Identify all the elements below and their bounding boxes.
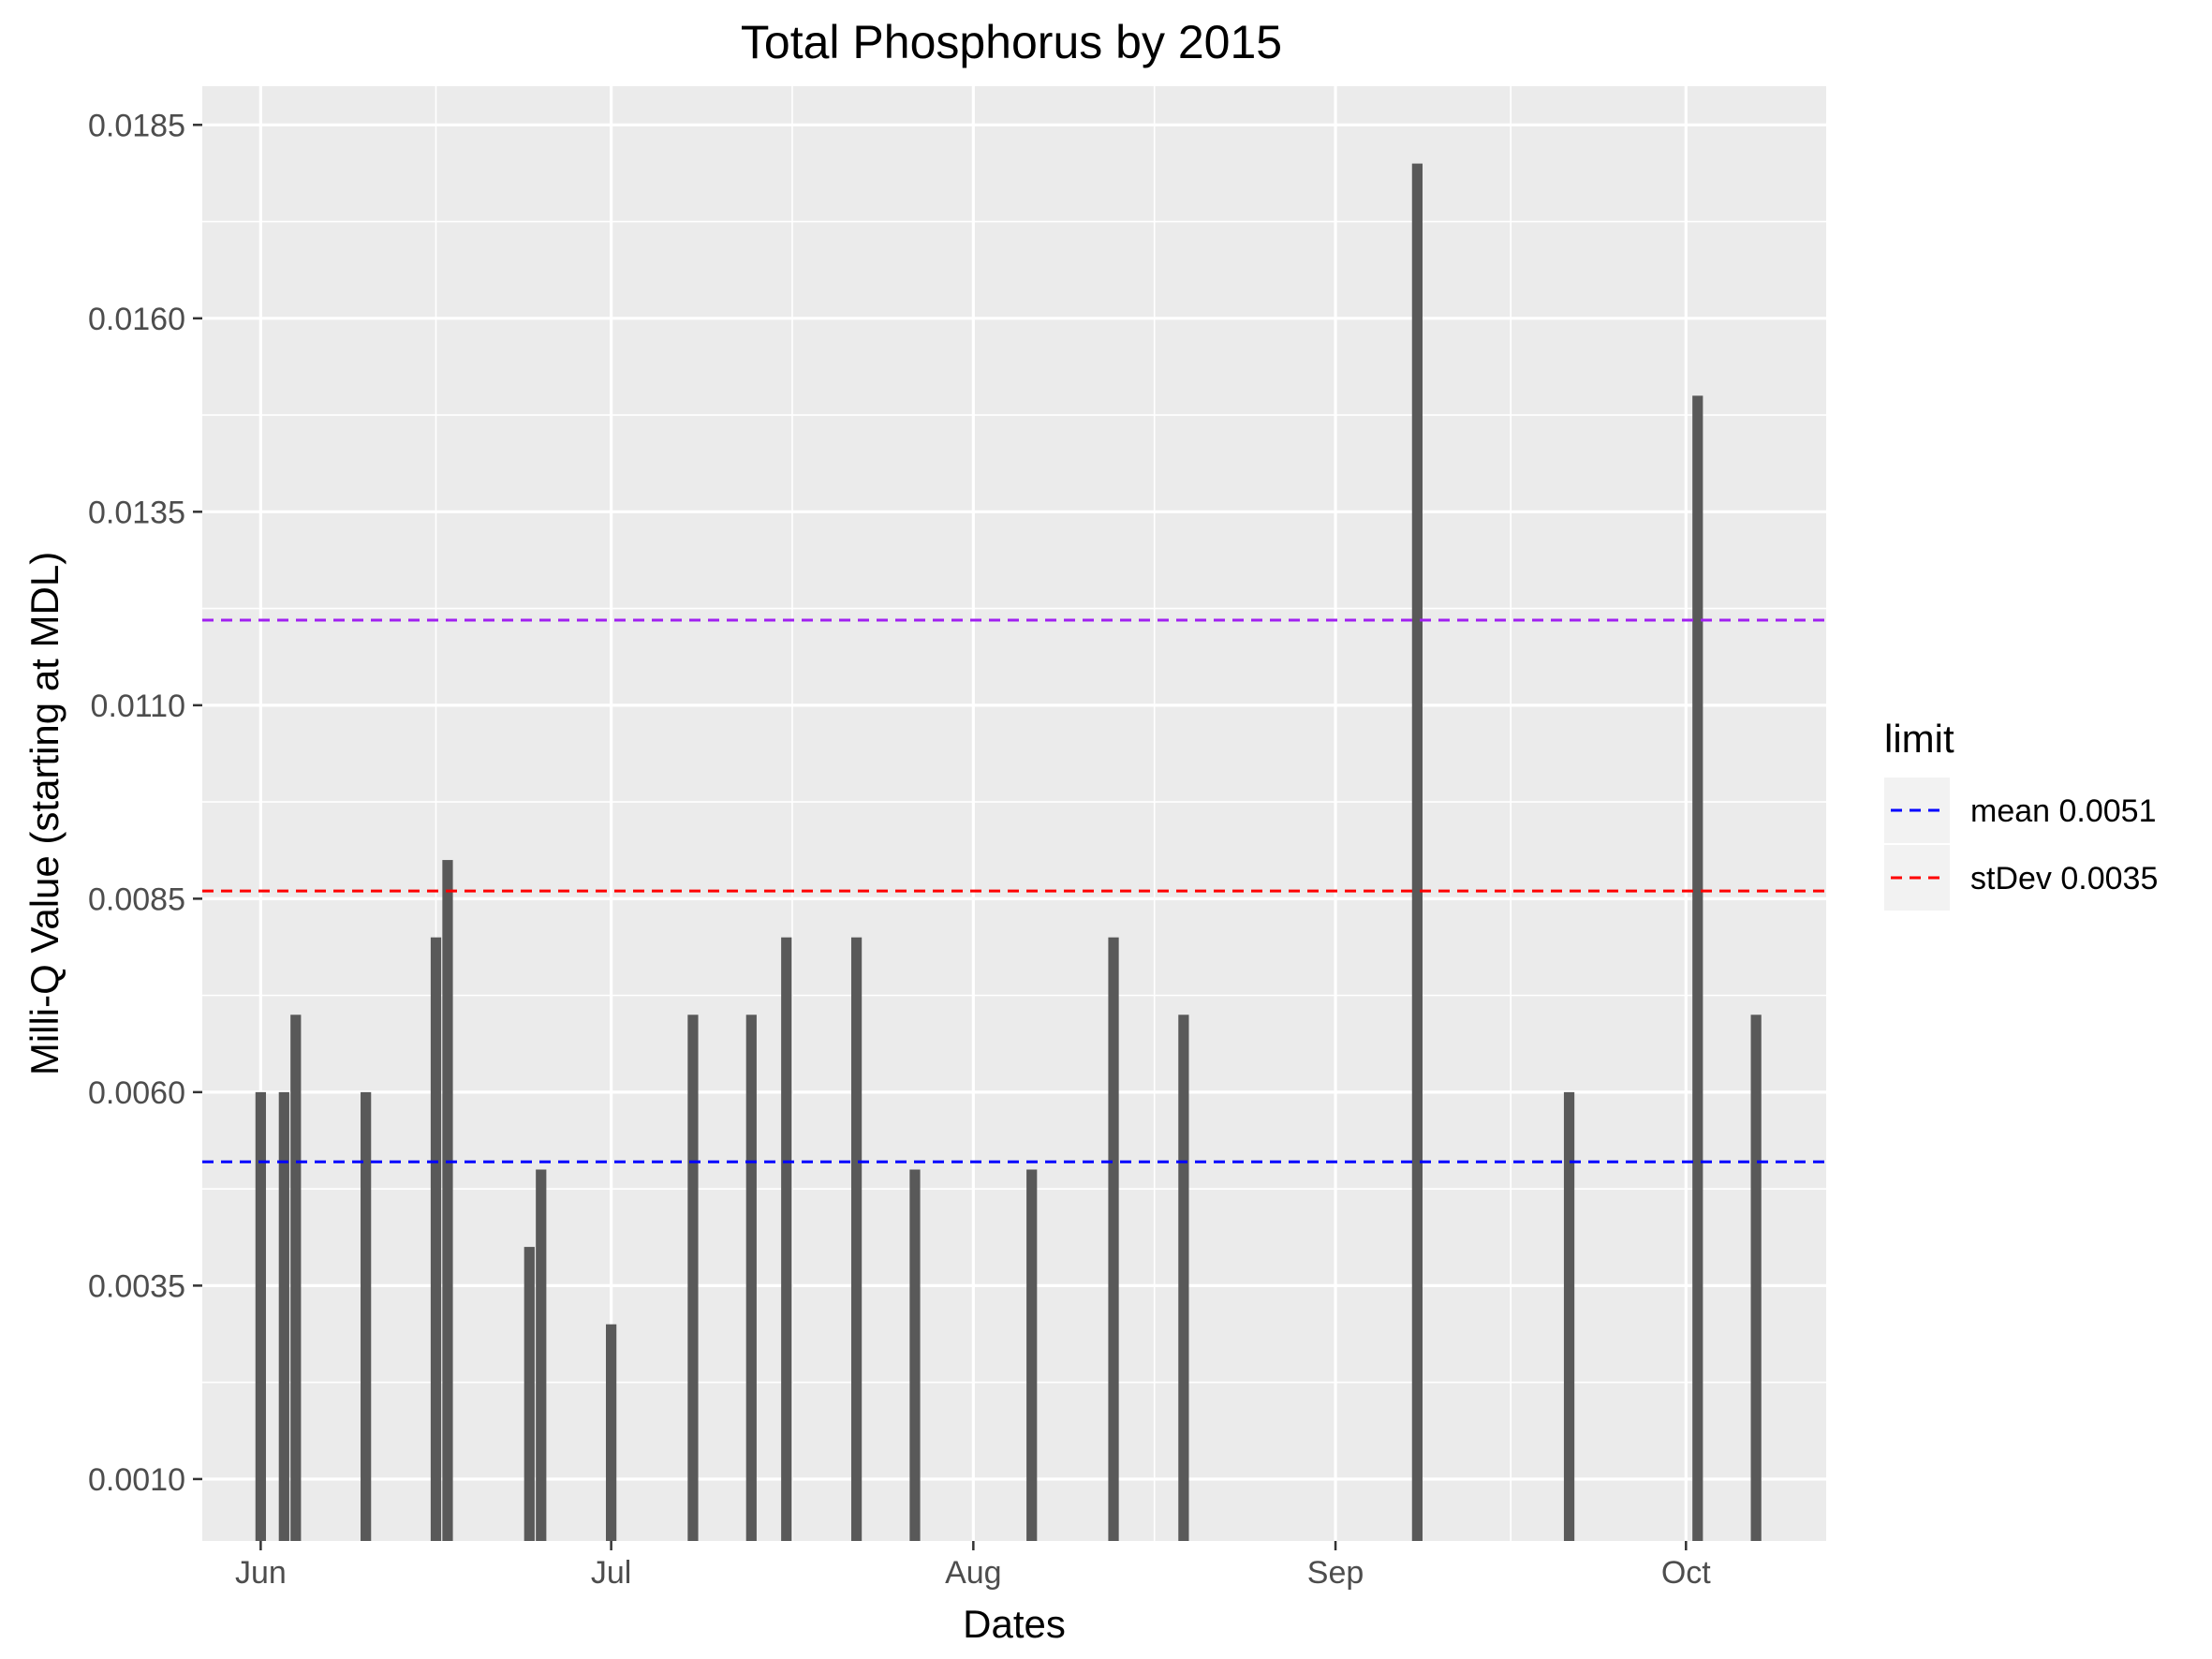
y-tick-label: 0.0185 — [88, 108, 185, 143]
legend-title: limit — [1884, 717, 1954, 761]
bar — [1563, 1091, 1575, 1541]
y-tick-label: 0.0110 — [91, 689, 185, 724]
bar — [781, 937, 792, 1541]
y-tick-label: 0.0010 — [88, 1462, 185, 1498]
bar — [1108, 937, 1119, 1541]
bar — [745, 1015, 757, 1541]
y-tick-label: 0.0085 — [88, 881, 185, 917]
reference-lines — [202, 618, 1826, 1163]
x-axis: Jun Jul Aug Sep Oct — [235, 1541, 1711, 1591]
y-tick-label: 0.0035 — [88, 1268, 185, 1304]
bar — [909, 1169, 921, 1541]
legend-label: mean 0.0051 — [1970, 793, 2157, 829]
x-tick-label: Oct — [1661, 1555, 1711, 1591]
y-axis: 0.0010 0.0035 0.0060 0.0085 0.0110 0.0135 0.01… — [88, 108, 202, 1498]
bars — [255, 163, 1762, 1541]
x-axis-title: Dates — [963, 1602, 1066, 1646]
bar — [1178, 1015, 1189, 1541]
bar — [278, 1091, 289, 1541]
y-tick-label: 0.0135 — [88, 495, 185, 530]
plot-panel — [202, 86, 1826, 1541]
x-tick-label: Jul — [591, 1555, 631, 1591]
bar — [1692, 395, 1703, 1541]
legend: limit mean 0.0051 stDev 0.0035 — [1884, 717, 2158, 911]
bar — [255, 1091, 266, 1541]
x-tick-label: Sep — [1307, 1555, 1364, 1591]
y-tick-label: 0.0060 — [88, 1075, 185, 1111]
x-tick-label: Aug — [945, 1555, 1002, 1591]
bar — [1750, 1015, 1762, 1541]
bar — [606, 1324, 617, 1541]
bar — [442, 860, 453, 1541]
bar — [850, 937, 863, 1541]
bar — [430, 937, 442, 1541]
y-tick-label: 0.0160 — [88, 302, 185, 337]
x-tick-label: Jun — [235, 1555, 287, 1591]
major-gridlines — [202, 86, 1826, 1541]
bar — [536, 1169, 547, 1541]
legend-label: stDev 0.0035 — [1970, 861, 2158, 896]
bar — [687, 1015, 699, 1541]
bar — [290, 1015, 302, 1541]
chart-title: Total Phosphorus by 2015 — [741, 16, 1282, 68]
bar — [361, 1091, 372, 1541]
bar — [524, 1247, 535, 1541]
bar — [1411, 163, 1423, 1541]
y-axis-title: Milli-Q Value (starting at MDL) — [22, 552, 66, 1075]
bar — [1026, 1169, 1038, 1541]
